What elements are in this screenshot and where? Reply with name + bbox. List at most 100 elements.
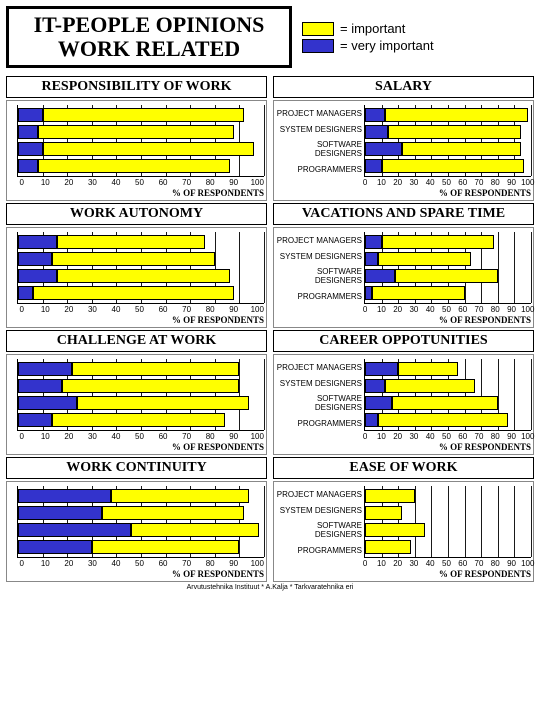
- x-tick: 20: [57, 178, 81, 187]
- x-tick: 90: [222, 432, 246, 441]
- plot-area: [364, 105, 531, 177]
- x-tick: 80: [487, 305, 503, 314]
- x-tick: 10: [373, 432, 389, 441]
- bar-segment-very-important: [18, 252, 52, 266]
- bar-segment-very-important: [365, 286, 372, 300]
- x-axis-label: % OF RESPONDENTS: [276, 315, 531, 325]
- x-tick: 30: [406, 559, 422, 568]
- chart: PROJECT MANAGERSSYSTEM DESIGNERSSOFTWARE…: [273, 354, 534, 455]
- x-tick: 10: [373, 178, 389, 187]
- chart-panel: WORK CONTINUITY0102030405060708090100% O…: [6, 457, 267, 582]
- bar-segment-important: [365, 506, 402, 520]
- bar: [18, 396, 264, 410]
- bar-segment-important: [72, 362, 239, 376]
- category-labels: [9, 486, 17, 558]
- x-axis-label: % OF RESPONDENTS: [9, 188, 264, 198]
- bar: [365, 269, 531, 283]
- x-tick: 70: [471, 305, 487, 314]
- x-tick: 100: [520, 305, 536, 314]
- category-label: PROGRAMMERS: [276, 546, 362, 555]
- bar-segment-important: [52, 413, 224, 427]
- bar-segment-important: [111, 489, 249, 503]
- bar-segment-very-important: [18, 235, 57, 249]
- category-label: SOFTWARE DESIGNERS: [276, 267, 362, 285]
- bar: [365, 235, 531, 249]
- x-tick: 70: [175, 559, 199, 568]
- x-tick: 90: [503, 432, 519, 441]
- bar: [18, 142, 264, 156]
- x-tick: 60: [151, 432, 175, 441]
- chart-panel: CAREER OPPOTUNITIESPROJECT MANAGERSSYSTE…: [273, 330, 534, 455]
- bar: [365, 506, 531, 520]
- panel-title: SALARY: [273, 76, 534, 98]
- category-labels: PROJECT MANAGERSSYSTEM DESIGNERSSOFTWARE…: [276, 232, 364, 304]
- x-tick: 80: [198, 559, 222, 568]
- bar-segment-important: [365, 489, 415, 503]
- x-tick: 90: [503, 305, 519, 314]
- bar: [365, 108, 531, 122]
- category-labels: PROJECT MANAGERSSYSTEM DESIGNERSSOFTWARE…: [276, 486, 364, 558]
- bar: [365, 286, 531, 300]
- bar: [18, 269, 264, 283]
- bar-segment-very-important: [365, 396, 392, 410]
- bar-segment-important: [388, 125, 521, 139]
- x-tick: 80: [487, 559, 503, 568]
- x-ticks: 0102030405060708090100: [276, 559, 531, 568]
- bar: [18, 489, 264, 503]
- category-label: PROGRAMMERS: [276, 292, 362, 301]
- plot-area: [364, 359, 531, 431]
- x-tick: 50: [438, 178, 454, 187]
- bar-segment-important: [365, 540, 411, 554]
- bar-segment-very-important: [365, 142, 402, 156]
- x-tick: 70: [471, 432, 487, 441]
- bar-segment-important: [372, 286, 465, 300]
- title-line2: WORK RELATED: [19, 37, 279, 61]
- x-tick: 100: [245, 432, 269, 441]
- bar-segment-important: [57, 235, 205, 249]
- chart-panel: RESPONSIBILITY OF WORK010203040506070809…: [6, 76, 267, 201]
- x-tick: 0: [357, 559, 373, 568]
- x-tick: 10: [34, 559, 58, 568]
- x-tick: 40: [104, 178, 128, 187]
- bar: [365, 252, 531, 266]
- x-ticks: 0102030405060708090100: [9, 559, 264, 568]
- bar-segment-very-important: [365, 108, 385, 122]
- chart: PROJECT MANAGERSSYSTEM DESIGNERSSOFTWARE…: [273, 481, 534, 582]
- category-label: PROJECT MANAGERS: [276, 490, 362, 499]
- x-tick: 20: [390, 432, 406, 441]
- bar: [365, 142, 531, 156]
- bar-segment-important: [378, 413, 507, 427]
- bar-segment-very-important: [365, 252, 378, 266]
- chart: 0102030405060708090100% OF RESPONDENTS: [6, 481, 267, 582]
- bar: [365, 125, 531, 139]
- bar-segment-important: [77, 396, 249, 410]
- bar-segment-very-important: [365, 269, 395, 283]
- bar-segment-very-important: [365, 413, 378, 427]
- bar-segment-very-important: [18, 396, 77, 410]
- category-label: PROGRAMMERS: [276, 419, 362, 428]
- bar-segment-important: [378, 252, 471, 266]
- legend-very-important: = very important: [302, 38, 434, 53]
- x-tick: 60: [455, 432, 471, 441]
- bar-segment-very-important: [18, 379, 62, 393]
- panel-title: CHALLENGE AT WORK: [6, 330, 267, 352]
- plot-area: [17, 359, 264, 431]
- chart: PROJECT MANAGERSSYSTEM DESIGNERSSOFTWARE…: [273, 100, 534, 201]
- swatch-important: [302, 22, 334, 36]
- x-tick: 80: [198, 305, 222, 314]
- bar: [18, 540, 264, 554]
- bar-segment-important: [131, 523, 259, 537]
- bar: [18, 286, 264, 300]
- x-ticks: 0102030405060708090100: [9, 432, 264, 441]
- category-label: SOFTWARE DESIGNERS: [276, 140, 362, 158]
- x-tick: 50: [128, 178, 152, 187]
- x-ticks: 0102030405060708090100: [276, 178, 531, 187]
- panel-title: EASE OF WORK: [273, 457, 534, 479]
- bar-segment-very-important: [18, 108, 43, 122]
- panel-title: WORK CONTINUITY: [6, 457, 267, 479]
- x-axis-label: % OF RESPONDENTS: [9, 442, 264, 452]
- chart: 0102030405060708090100% OF RESPONDENTS: [6, 354, 267, 455]
- x-tick: 10: [373, 559, 389, 568]
- x-ticks: 0102030405060708090100: [9, 305, 264, 314]
- plot-area: [17, 232, 264, 304]
